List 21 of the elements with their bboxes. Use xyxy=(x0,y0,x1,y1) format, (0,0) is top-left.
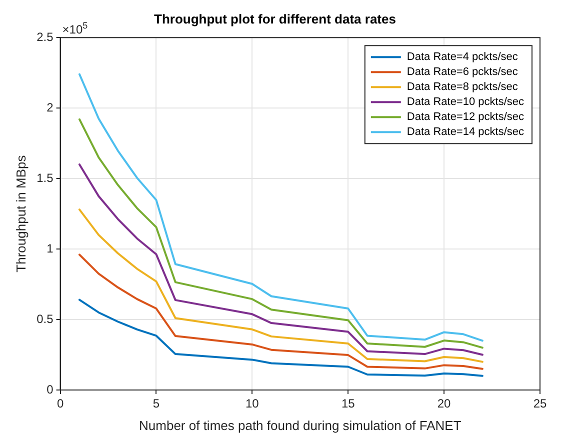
x-tick-label: 5 xyxy=(152,396,160,411)
legend-label: Data Rate=10 pckts/sec xyxy=(406,96,524,108)
y-tick-label: 1 xyxy=(46,241,54,256)
legend-label: Data Rate=8 pckts/sec xyxy=(406,81,518,94)
y-tick-label: 2 xyxy=(46,100,54,114)
legend-label: Data Rate=14 pckts/sec xyxy=(406,126,524,138)
x-axis-title: Number of times path found during simulation of FANET xyxy=(139,418,462,433)
y-tick-label: 0.5 xyxy=(36,312,54,326)
chart-title: Throughput plot for different data rates xyxy=(154,11,396,26)
y-tick-label: 0 xyxy=(46,382,54,396)
legend-label: Data Rate=4 pckts/sec xyxy=(406,51,518,64)
legend-label: Data Rate=6 pckts/sec xyxy=(406,66,518,78)
x-tick-label: 25 xyxy=(533,396,547,411)
y-tick-label: 1.5 xyxy=(36,170,54,185)
x-tick-label: 15 xyxy=(341,396,356,411)
y-tick-label: 2.5 xyxy=(36,30,54,44)
y-axis-title: Throughput in MBps xyxy=(13,154,28,272)
x-tick-label: 20 xyxy=(437,396,452,411)
x-tick-label: 10 xyxy=(245,396,260,411)
legend-label: Data Rate=12 pckts/sec xyxy=(406,111,524,124)
x-tick-label: 0 xyxy=(56,396,64,411)
